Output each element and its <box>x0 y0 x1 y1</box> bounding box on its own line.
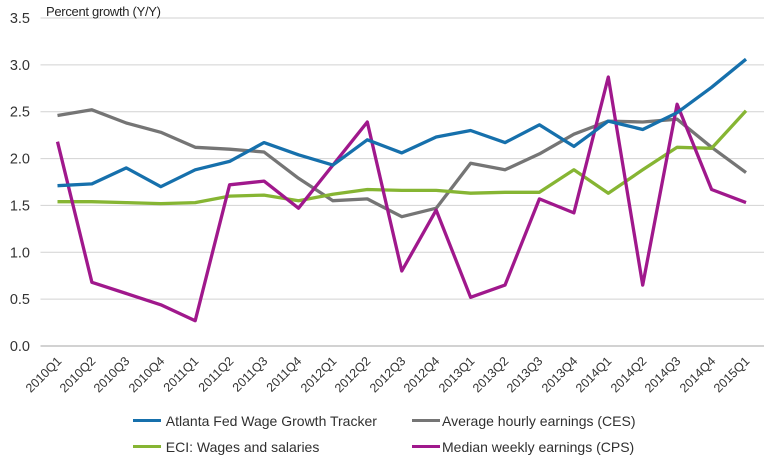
svg-text:2.5: 2.5 <box>10 105 30 121</box>
svg-text:3.5: 3.5 <box>10 11 30 27</box>
svg-text:3.0: 3.0 <box>10 58 30 74</box>
svg-text:1.5: 1.5 <box>10 198 30 214</box>
svg-text:0.5: 0.5 <box>10 292 30 308</box>
svg-text:1.0: 1.0 <box>10 245 30 261</box>
svg-text:0.0: 0.0 <box>10 339 30 355</box>
svg-text:2.0: 2.0 <box>10 152 30 168</box>
svg-text:Percent growth (Y/Y): Percent growth (Y/Y) <box>46 4 161 19</box>
